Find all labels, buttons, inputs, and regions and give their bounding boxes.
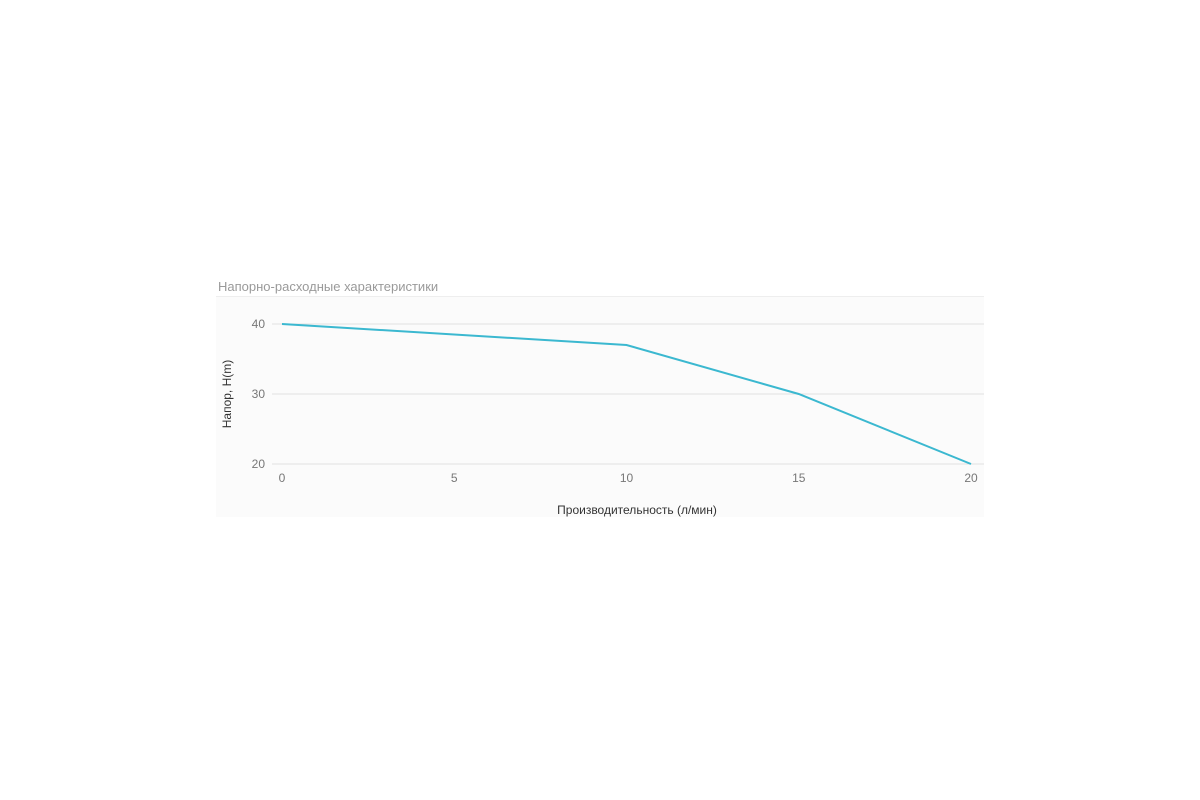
- x-tick-label: 15: [792, 471, 806, 485]
- x-tick-label: 20: [964, 471, 978, 485]
- chart-title: Напорно-расходные характеристики: [218, 279, 439, 294]
- x-axis-label: Производительность (л/мин): [557, 503, 717, 517]
- chart-panel: [216, 296, 984, 517]
- y-tick-label: 40: [252, 317, 266, 331]
- y-tick-label: 30: [252, 387, 266, 401]
- y-tick-label: 20: [252, 457, 266, 471]
- x-tick-label: 10: [620, 471, 634, 485]
- x-tick-label: 0: [279, 471, 286, 485]
- y-axis-label: Напор, H(m): [220, 360, 234, 429]
- x-tick-label: 5: [451, 471, 458, 485]
- series-line: [281, 323, 972, 465]
